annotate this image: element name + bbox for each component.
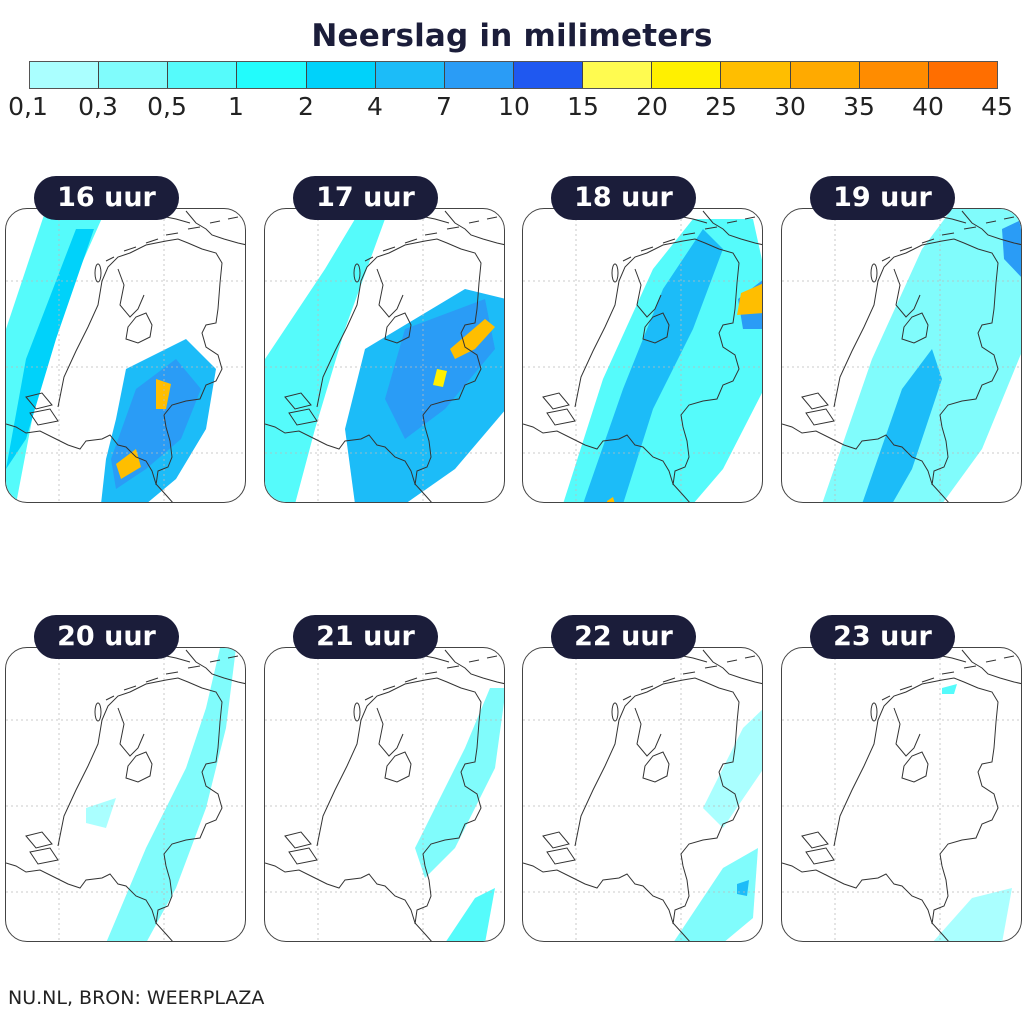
precipitation-map [264, 208, 505, 503]
hour-badge: 20 uur [34, 615, 179, 659]
map-panel-18: 18 uur [522, 176, 763, 503]
precipitation-map [522, 647, 763, 942]
legend-tick: 2 [298, 92, 314, 121]
precipitation-map [781, 208, 1022, 503]
hour-badge: 22 uur [551, 615, 696, 659]
precipitation-map [781, 647, 1022, 942]
legend-tick: 7 [436, 92, 452, 121]
legend-swatch [30, 62, 100, 88]
map-panel-19: 19 uur [781, 176, 1022, 503]
legend-tick: 1 [228, 92, 244, 121]
legend-swatch [859, 62, 929, 88]
legend-ticks: 0,1 0,3 0,5 1 2 4 7 10 15 20 25 30 35 40… [0, 92, 1024, 126]
precipitation-map [5, 647, 246, 942]
map-panel-22: 22 uur [522, 615, 763, 942]
legend-swatch [168, 62, 238, 88]
map-panel-21: 21 uur [264, 615, 505, 942]
legend-tick: 10 [498, 92, 530, 121]
precipitation-map [522, 208, 763, 503]
legend-swatch [652, 62, 722, 88]
legend-tick: 35 [843, 92, 875, 121]
legend-swatch [306, 62, 376, 88]
legend-tick: 0,1 [8, 92, 48, 121]
legend-swatch [444, 62, 514, 88]
legend-tick: 20 [636, 92, 668, 121]
map-panel-17: 17 uur [264, 176, 505, 503]
legend-tick: 4 [367, 92, 383, 121]
hour-badge: 21 uur [293, 615, 438, 659]
precipitation-map [5, 208, 246, 503]
hour-badge: 18 uur [551, 176, 696, 220]
legend-swatch [99, 62, 169, 88]
legend-tick: 40 [912, 92, 944, 121]
legend-tick: 45 [981, 92, 1013, 121]
legend-swatch [721, 62, 791, 88]
map-panel-16: 16 uur [5, 176, 246, 503]
hour-badge: 23 uur [810, 615, 955, 659]
legend-tick: 25 [705, 92, 737, 121]
color-legend [29, 61, 998, 89]
legend-swatch [513, 62, 584, 88]
page-title: Neerslag in milimeters [311, 18, 713, 54]
legend-swatch [928, 62, 997, 88]
legend-tick: 15 [567, 92, 599, 121]
hour-badge: 19 uur [810, 176, 955, 220]
map-panel-20: 20 uur [5, 615, 246, 942]
legend-swatch [583, 62, 653, 88]
hour-badge: 17 uur [293, 176, 438, 220]
legend-tick: 30 [774, 92, 806, 121]
map-panel-23: 23 uur [781, 615, 1022, 942]
precipitation-map [264, 647, 505, 942]
legend-swatch [790, 62, 860, 88]
legend-swatch [237, 62, 307, 88]
source-credit: NU.NL, BRON: WEERPLAZA [8, 987, 265, 1009]
legend-swatch [375, 62, 445, 88]
legend-tick: 0,3 [78, 92, 118, 121]
hour-badge: 16 uur [34, 176, 179, 220]
legend-tick: 0,5 [147, 92, 187, 121]
